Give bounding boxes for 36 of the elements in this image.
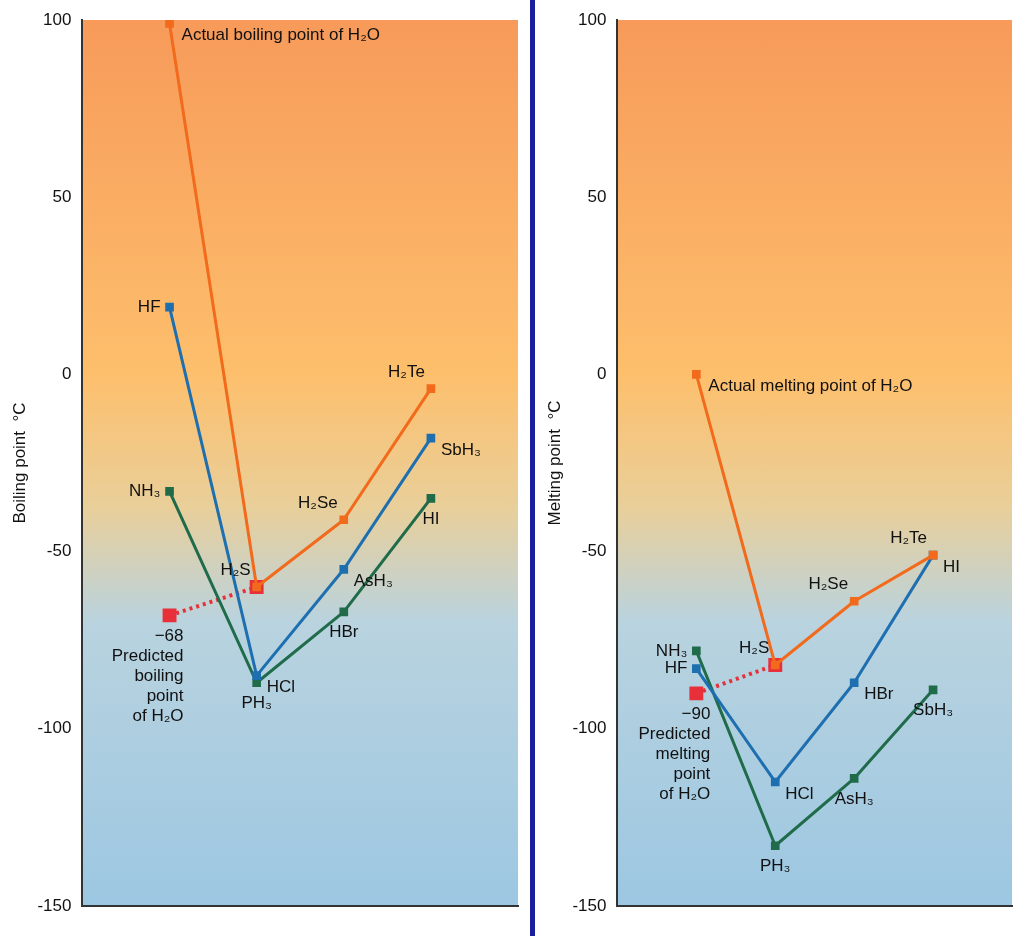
y-tick-label: -150 <box>572 895 607 915</box>
y-tick-label: 50 <box>587 186 607 206</box>
data-label: H₂Se <box>298 492 338 512</box>
y-axis-title: Melting point °C <box>544 400 564 526</box>
data-label: HBr <box>864 684 894 704</box>
data-label: HF <box>137 296 161 316</box>
data-label: AsH₃ <box>834 788 874 808</box>
data-label: Actual boiling point of H₂O <box>181 25 380 45</box>
data-label: PH₃ <box>759 855 791 875</box>
data-label: H₂Te <box>890 528 928 548</box>
y-tick-label: -50 <box>581 541 607 561</box>
data-label: HF <box>664 658 688 678</box>
y-tick-label: 0 <box>61 364 72 384</box>
data-label: −68 Predicted boiling point of H₂O <box>111 625 184 725</box>
y-axis-title: Boiling point °C <box>9 402 29 524</box>
y-tick-label: 100 <box>578 9 607 29</box>
y-tick-label: 0 <box>596 364 607 384</box>
y-tick-label: 50 <box>52 186 72 206</box>
y-tick-label: -100 <box>572 718 607 738</box>
y-tick-label: -100 <box>37 718 72 738</box>
data-label: HBr <box>329 622 359 642</box>
y-tick-label: -150 <box>37 895 72 915</box>
data-label: SbH₃ <box>440 439 481 459</box>
data-label: H₂Se <box>808 574 849 594</box>
data-label: Actual melting point of H₂O <box>708 376 913 396</box>
data-label: HI <box>943 556 961 576</box>
data-label: H₂Te <box>388 361 425 381</box>
data-label: HI <box>422 508 440 528</box>
y-tick-label: -50 <box>46 541 72 561</box>
data-label: NH₃ <box>129 481 161 501</box>
data-label: HCl <box>785 783 814 803</box>
data-label: NH₃ <box>655 640 688 660</box>
y-tick-label: 100 <box>43 9 72 29</box>
data-label: H₂S <box>739 638 770 658</box>
data-label: −90 Predicted melting point of H₂O <box>638 703 711 803</box>
data-label: SbH₃ <box>913 700 954 719</box>
